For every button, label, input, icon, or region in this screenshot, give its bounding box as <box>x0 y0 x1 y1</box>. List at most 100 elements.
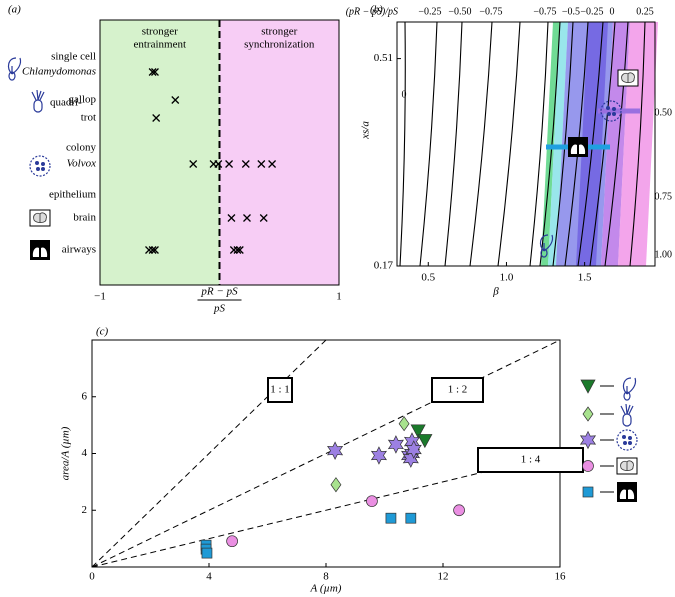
marker <box>226 535 238 548</box>
marker <box>366 495 378 508</box>
icon-shape <box>628 436 632 440</box>
x-tick-label: 1.0 <box>500 272 514 284</box>
icon-shape <box>41 162 45 166</box>
band <box>541 22 560 266</box>
icon-shape <box>33 99 43 113</box>
cross-marker <box>152 114 161 122</box>
icon-shape <box>622 377 637 395</box>
panel-label: (a) <box>8 4 21 16</box>
row-label: gallop <box>69 94 97 106</box>
frame <box>99 19 340 286</box>
x-tick-label: −1 <box>94 291 106 303</box>
x-tick-label: 16 <box>555 571 567 583</box>
contour-label: 0.75 <box>655 191 673 202</box>
icon-shape <box>622 435 626 439</box>
icon-shape <box>29 155 51 177</box>
cross-marker <box>151 68 159 76</box>
icon <box>568 137 588 157</box>
icon-shape <box>540 248 548 258</box>
icon <box>616 429 638 451</box>
icon-shape <box>570 141 586 154</box>
frame <box>396 21 656 267</box>
icon <box>600 100 622 122</box>
group-label: quadri- <box>50 97 82 109</box>
group-label: single cell <box>51 51 96 63</box>
y-tick-label: 0.51 <box>374 52 393 64</box>
icon-shape <box>7 57 22 75</box>
marker <box>453 504 465 517</box>
marker <box>402 449 419 468</box>
icon-shape <box>35 161 39 165</box>
region <box>219 20 339 285</box>
y-label: xs/a <box>360 121 372 140</box>
x-tick-label: 1 <box>336 291 342 303</box>
x-label: A (µm) <box>310 583 342 595</box>
icon-shape <box>612 107 616 111</box>
group-label: epithelium <box>49 189 96 201</box>
contour-label: 0 <box>402 89 407 100</box>
row-label: trot <box>81 112 96 124</box>
icon <box>31 89 45 113</box>
icon-shape <box>620 460 634 471</box>
marker <box>582 486 594 498</box>
row-label: Chlamydomonas <box>22 66 96 78</box>
marker <box>582 460 594 472</box>
cross-marker <box>233 246 242 254</box>
marker <box>370 446 387 465</box>
cross-marker <box>151 246 159 254</box>
icon-shape <box>33 212 47 223</box>
icon-shape <box>31 89 45 101</box>
x-tick-label: 1.5 <box>578 272 592 284</box>
marker <box>330 477 342 493</box>
cross-marker <box>229 246 238 254</box>
contour-line <box>469 21 493 267</box>
icon <box>617 69 639 87</box>
marker <box>417 434 433 449</box>
icon <box>539 234 554 258</box>
marker <box>405 440 422 459</box>
icon-shape <box>32 244 48 257</box>
region <box>100 20 220 285</box>
icon <box>622 377 637 401</box>
cross-marker <box>225 160 234 168</box>
icon-shape <box>622 413 632 427</box>
contour-label: −0.50 <box>448 6 471 17</box>
icon-shape <box>619 486 635 499</box>
row-label: brain <box>73 212 96 224</box>
contour-label: 0 <box>610 6 615 17</box>
cross-marker <box>235 246 244 254</box>
top-axis-label: (pR − pS)/pS <box>346 6 398 17</box>
icon <box>617 482 637 502</box>
cross-marker <box>189 160 198 168</box>
y-tick-label: 4 <box>82 447 88 459</box>
ref-label-box <box>267 377 293 403</box>
marker <box>201 547 213 559</box>
contour-label: −0.75 <box>479 6 502 17</box>
cross-marker <box>145 246 153 254</box>
band <box>548 22 568 266</box>
region-label: entrainment <box>133 39 186 51</box>
cross-marker <box>241 160 250 168</box>
y-label: area/A (µm) <box>60 426 72 480</box>
contour-line <box>539 21 561 267</box>
cross-marker <box>214 160 223 168</box>
contour-label: −0.25 <box>580 6 603 17</box>
icon-shape <box>41 167 45 171</box>
cross-marker <box>257 160 266 168</box>
marker <box>327 441 344 460</box>
icon-shape <box>616 429 638 451</box>
icon-shape <box>8 71 16 81</box>
ref-label: 1 : 1 <box>270 384 290 396</box>
x-tick-label: 0 <box>89 571 95 583</box>
y-tick-label: 6 <box>82 390 88 402</box>
cross-marker <box>268 160 277 168</box>
icon-shape <box>623 391 631 401</box>
icon <box>29 209 51 227</box>
ref-label: 1 : 4 <box>521 454 541 466</box>
row-label: airways <box>62 244 96 256</box>
row-label: Volvox <box>67 158 96 170</box>
contour-line <box>629 21 646 267</box>
contour-line <box>589 21 616 267</box>
marker <box>387 435 404 454</box>
ref-label-box <box>477 447 584 473</box>
